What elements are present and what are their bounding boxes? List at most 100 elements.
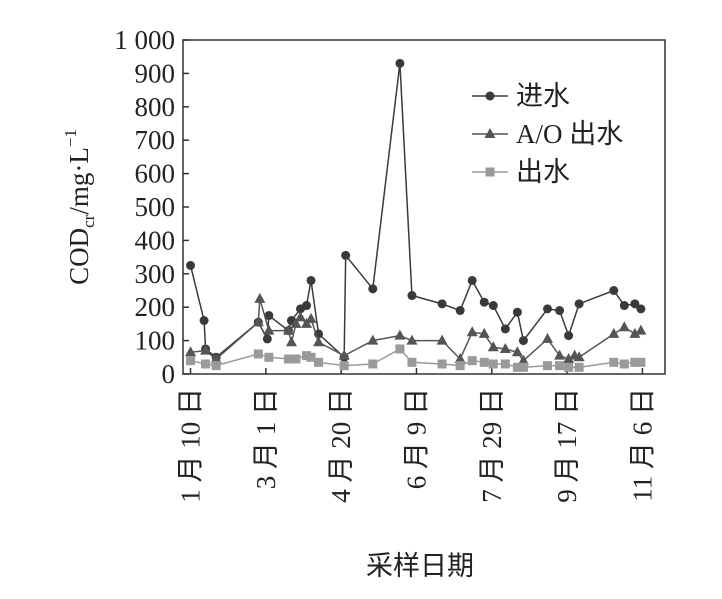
data-point [563,352,575,363]
x-tick-label: 6 月 9 日 [401,388,431,489]
y-tick-label: 900 [135,58,176,88]
y-tick-label: 700 [135,125,176,155]
data-point [201,359,211,369]
data-point [210,352,222,363]
y-tick-label: 200 [135,292,176,322]
data-point [609,286,619,295]
data-point [338,349,350,360]
data-point [306,352,316,362]
legend-label: 进水 [516,81,570,111]
data-point [467,356,477,366]
data-point [543,304,553,314]
data-point [478,327,490,338]
data-point [395,344,405,354]
data-point [406,334,418,345]
y-tick-label: 100 [135,326,176,356]
y-tick-label: 500 [135,192,176,222]
data-point [407,291,417,301]
data-point [630,357,640,367]
data-point [339,361,349,371]
data-point [500,359,510,369]
data-point [291,354,301,364]
y-tick-label: 0 [162,359,176,389]
data-point [636,357,646,367]
data-point [253,349,263,359]
data-point [254,292,266,303]
data-point [564,362,574,372]
data-point [618,321,630,332]
data-point [285,336,297,347]
data-point [294,311,306,322]
legend-label: A/O 出水 [516,119,623,149]
data-point [499,342,511,353]
y-tick-label: 600 [135,159,176,189]
data-point [455,361,465,371]
data-point [555,306,565,316]
data-point [517,354,529,365]
data-point [368,284,378,294]
data-point [542,332,554,343]
data-point [629,327,641,338]
data-point [479,297,489,307]
y-label-unit: /mg·L [64,147,94,215]
data-point [636,304,646,314]
data-point [301,317,313,328]
data-point [368,359,378,369]
y-tick-label: 300 [135,259,176,289]
data-point [262,334,272,344]
data-point [512,362,522,372]
data-point [263,324,275,335]
data-point [518,362,528,372]
data-point [199,316,209,326]
x-tick-label: 1 月 10 日 [176,388,206,503]
data-point [635,324,647,335]
y-tick-label: 800 [135,92,176,122]
data-point [302,301,312,311]
data-point [394,329,406,340]
data-point [306,275,316,285]
series-line [189,63,642,359]
data-point [511,346,523,357]
data-point [264,311,274,321]
data-point [200,344,212,355]
data-point [314,357,324,367]
legend-marker [484,128,496,138]
x-tick-label: 3 月 1 日 [251,388,281,489]
data-point [574,362,584,372]
data-point [555,361,565,371]
legend-marker [485,91,495,101]
data-point [341,250,351,260]
data-point [211,361,221,371]
y-tick-label: 400 [135,225,176,255]
y-label-sub: cr [79,214,98,228]
data-point [395,58,405,68]
data-point [630,299,640,309]
data-point [574,299,584,309]
data-point [437,359,447,369]
data-point [479,357,489,367]
x-tick-label: 4 月 20 日 [326,388,356,503]
data-point [488,359,498,369]
x-tick-label: 7 月 29 日 [477,388,507,503]
data-point [252,316,264,327]
legend-label: 出水 [516,157,570,187]
data-point [302,351,312,361]
data-point [512,307,522,317]
data-point [619,359,629,369]
data-point [437,299,447,309]
data-point [305,312,317,323]
x-tick-label: 11 月 6 日 [627,388,657,502]
data-point [313,336,325,347]
x-tick-label: 9 月 17 日 [552,388,582,503]
data-point [186,260,196,270]
y-label-sup: −1 [61,129,80,147]
data-point [619,301,629,311]
data-point [518,336,528,346]
data-point [282,324,294,335]
data-point [608,327,620,338]
data-point [487,341,499,352]
data-point [488,301,498,311]
y-axis-label: CODcr/mg·L−1 [61,129,98,285]
data-point [407,357,417,367]
data-point [500,324,510,334]
